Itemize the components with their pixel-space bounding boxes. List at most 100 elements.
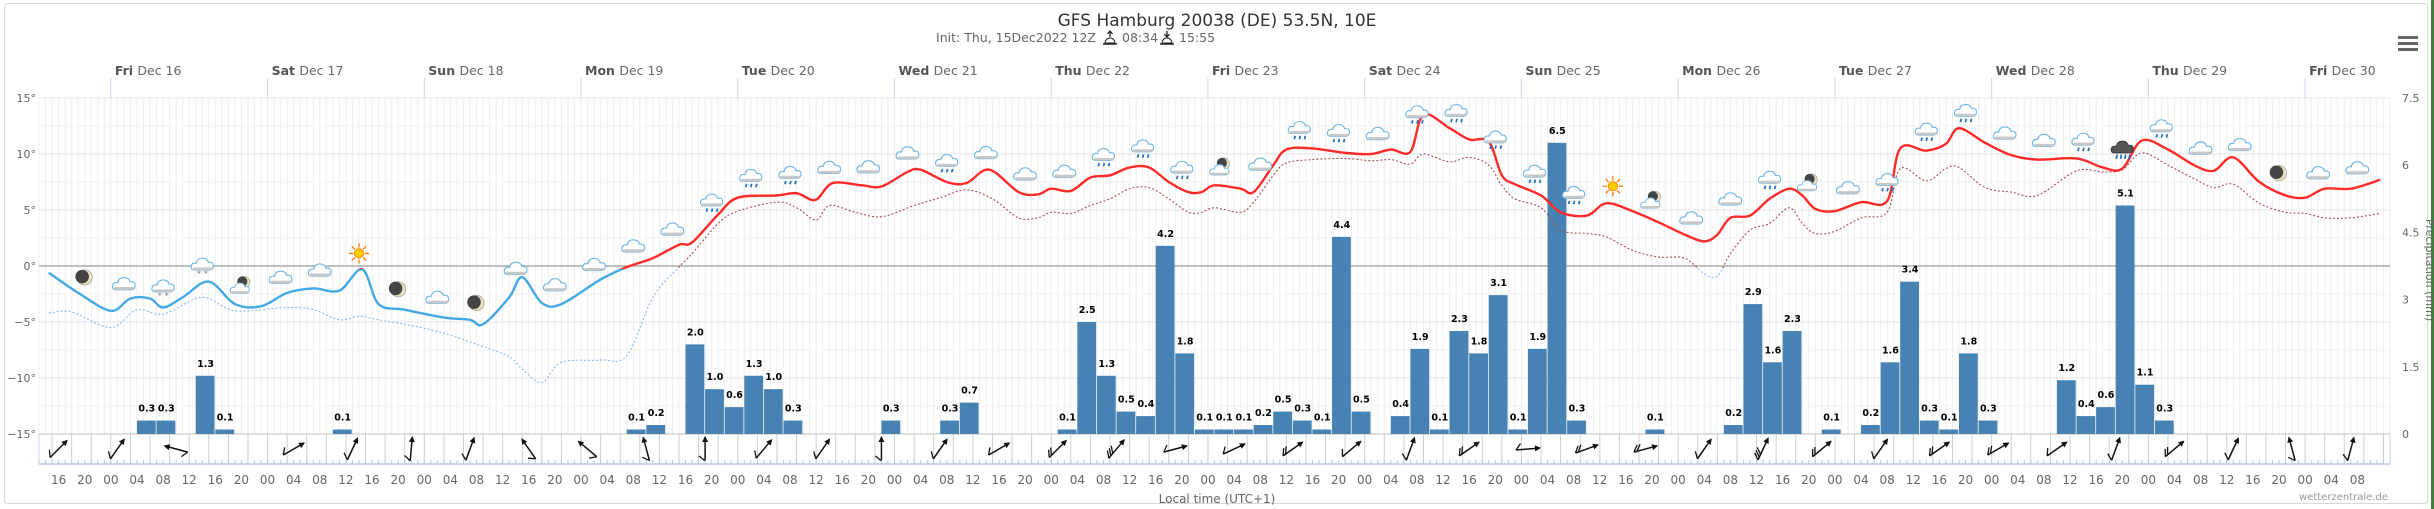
day-date: Dec 18 <box>459 63 503 78</box>
hour-tick-label: 00 <box>417 473 432 487</box>
precip-bar <box>1312 429 1332 434</box>
precip-bar-label: 2.5 <box>1079 305 1096 316</box>
hour-tick-label: 00 <box>573 473 588 487</box>
hour-tick-label: 12 <box>1122 473 1137 487</box>
precip-bar <box>705 389 724 434</box>
wind-barb-icon <box>1871 438 1889 460</box>
precip-bar-label: 6.5 <box>1549 126 1566 137</box>
hour-tick-label: 04 <box>756 473 771 487</box>
wind-feather <box>2107 453 2113 461</box>
y-tick-label-left: −10° <box>7 372 36 385</box>
hour-tick-label: 08 <box>939 473 954 487</box>
day-weekday: Thu <box>1055 63 1086 78</box>
hour-tick-label: 04 <box>2324 473 2339 487</box>
hour-tick-label: 12 <box>1592 473 1607 487</box>
wind-barb-icon <box>875 436 885 462</box>
hour-tick-label: 16 <box>364 473 379 487</box>
wind-feather <box>1401 453 1407 461</box>
wind-arrowhead <box>941 438 948 445</box>
wind-feather <box>2164 448 2166 457</box>
wind-feather <box>1989 445 1993 454</box>
hour-tick-label: 08 <box>2036 473 2051 487</box>
wind-feather <box>1047 449 1050 458</box>
wind-barb-icon <box>641 436 651 462</box>
wind-barb-icon <box>107 438 125 460</box>
wind-feather <box>1515 443 1522 451</box>
wind-barb-icon <box>1987 442 2010 456</box>
precip-bar-label: 1.8 <box>1960 336 1977 347</box>
wind-barb-icon <box>2342 436 2356 461</box>
chart-frame <box>4 3 2428 504</box>
day-label: Fri Dec 16 <box>115 63 182 78</box>
wind-arrowhead <box>521 438 528 445</box>
precip-bar-label: 0.3 <box>883 404 900 415</box>
precip-bar-label: 1.9 <box>1412 332 1429 343</box>
hamburger-menu-icon[interactable] <box>2398 36 2418 52</box>
hour-tick-label: 08 <box>155 473 170 487</box>
day-weekday: Tue <box>1839 63 1868 78</box>
day-date: Dec 16 <box>137 63 181 78</box>
day-date: Dec 24 <box>1396 63 1440 78</box>
wind-barb-icon <box>1106 439 1125 459</box>
precip-bar-label: 0.1 <box>1941 413 1958 424</box>
hour-tick-label: 08 <box>1096 473 1111 487</box>
wind-feather <box>2166 446 2169 455</box>
hour-tick-label: 00 <box>1827 473 1842 487</box>
precip-bar-label: 1.3 <box>197 359 214 370</box>
day-label: Sat Dec 24 <box>1369 63 1441 78</box>
hour-tick-label: 20 <box>1174 473 1189 487</box>
precip-bar-label: 0.3 <box>785 404 802 415</box>
precip-bar-label: 2.0 <box>687 327 704 338</box>
precip-bar-label: 0.3 <box>1569 404 1586 415</box>
wind-arrowhead <box>1651 444 1659 451</box>
precip-bar <box>1077 322 1097 434</box>
precip-bar-label: 0.1 <box>1059 413 1076 424</box>
hour-tick-label: 08 <box>1880 473 1895 487</box>
precip-bar-label: 0.1 <box>1431 413 1448 424</box>
wind-feather <box>1633 444 1638 453</box>
wind-feather <box>698 455 706 462</box>
precip-bar <box>1782 330 1802 434</box>
wind-feather <box>930 451 934 460</box>
precip-bar <box>685 344 705 434</box>
hour-tick-label: 16 <box>2245 473 2260 487</box>
precip-bar <box>156 420 176 434</box>
hour-tick-label: 12 <box>182 473 197 487</box>
hour-tick-label: 04 <box>1697 473 1712 487</box>
precip-bar-label: 0.3 <box>1980 404 1997 415</box>
wind-feather <box>2287 456 2296 462</box>
y-tick-label-left: −15° <box>7 428 36 441</box>
precip-bar-label: 1.3 <box>746 359 763 370</box>
temperature-line-below-zero <box>48 269 626 327</box>
precip-bar-label: 0.3 <box>942 404 959 415</box>
day-label: Sun Dec 18 <box>428 63 503 78</box>
y-tick-label-left: 10° <box>17 148 37 161</box>
wind-arrowhead <box>1943 441 1951 448</box>
precip-bar <box>1136 416 1155 434</box>
hour-tick-label: 16 <box>2088 473 2103 487</box>
precip-bar-label: 0.1 <box>1647 413 1664 424</box>
day-label: Sun Dec 25 <box>1525 63 1600 78</box>
y-axis-title-right: Precipitation (mm) <box>2423 219 2434 321</box>
day-date: Dec 26 <box>1716 63 1760 78</box>
wind-barb-icon <box>461 436 476 461</box>
precip-bar-label: 1.0 <box>765 372 782 383</box>
hour-tick-label: 08 <box>1566 473 1581 487</box>
precip-bar-label: 1.6 <box>1764 345 1781 356</box>
precip-bar <box>626 429 646 434</box>
wind-feather <box>875 455 882 462</box>
wind-arrowhead <box>2287 436 2294 444</box>
precip-bar-label: 5.1 <box>2117 189 2134 200</box>
hour-tick-label: 20 <box>1958 473 1973 487</box>
precip-bar <box>1469 353 1488 434</box>
wind-barb-icon <box>698 436 709 462</box>
precip-bar <box>724 407 744 434</box>
precip-bar-label: 0.1 <box>334 413 351 424</box>
precip-bar <box>783 420 803 434</box>
wind-arrowhead <box>824 438 831 445</box>
precip-bar-label: 0.6 <box>726 390 743 401</box>
wind-feather <box>343 452 348 461</box>
hour-tick-label: 16 <box>991 473 1006 487</box>
hour-tick-label: 20 <box>234 473 249 487</box>
wind-feather <box>1108 448 1112 457</box>
